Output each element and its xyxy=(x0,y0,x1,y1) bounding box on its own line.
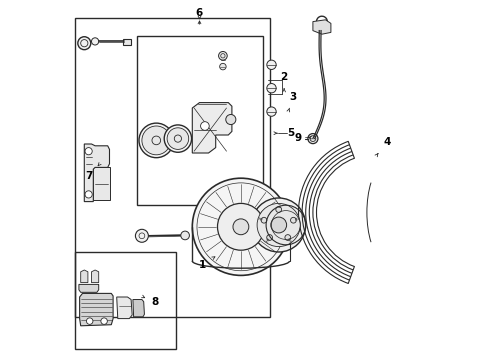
Polygon shape xyxy=(312,20,330,34)
Polygon shape xyxy=(80,293,113,326)
Circle shape xyxy=(266,235,272,240)
Bar xyxy=(75,18,269,317)
Circle shape xyxy=(139,123,173,158)
Circle shape xyxy=(167,128,188,149)
Circle shape xyxy=(266,84,276,93)
Bar xyxy=(122,39,130,45)
Text: 6: 6 xyxy=(196,8,203,18)
Polygon shape xyxy=(79,284,99,292)
Circle shape xyxy=(266,107,276,116)
Text: 4: 4 xyxy=(382,137,389,147)
Circle shape xyxy=(261,217,266,223)
Text: 9: 9 xyxy=(294,132,301,143)
Circle shape xyxy=(257,203,300,247)
Circle shape xyxy=(285,235,290,240)
Circle shape xyxy=(307,134,317,144)
Circle shape xyxy=(232,219,248,235)
Polygon shape xyxy=(84,144,109,202)
Circle shape xyxy=(85,191,92,198)
Circle shape xyxy=(181,231,189,240)
Polygon shape xyxy=(192,103,231,153)
Text: 5: 5 xyxy=(287,128,294,138)
Polygon shape xyxy=(81,270,88,283)
Circle shape xyxy=(251,198,305,252)
Circle shape xyxy=(164,125,191,152)
Polygon shape xyxy=(91,270,99,283)
Polygon shape xyxy=(117,297,132,319)
Circle shape xyxy=(218,51,227,60)
Text: 2: 2 xyxy=(280,72,287,82)
Circle shape xyxy=(85,148,92,155)
Circle shape xyxy=(219,63,225,70)
Bar xyxy=(75,252,176,349)
Circle shape xyxy=(86,318,93,324)
Polygon shape xyxy=(133,300,144,317)
Text: 3: 3 xyxy=(289,92,296,102)
Bar xyxy=(136,36,262,205)
Bar xyxy=(93,167,109,200)
Text: 1: 1 xyxy=(198,260,205,270)
Circle shape xyxy=(225,114,235,125)
Circle shape xyxy=(200,122,209,130)
Circle shape xyxy=(192,178,289,275)
Circle shape xyxy=(135,229,148,242)
Circle shape xyxy=(275,207,281,212)
Text: 7: 7 xyxy=(85,171,93,181)
Circle shape xyxy=(78,37,91,50)
Circle shape xyxy=(290,217,296,223)
Circle shape xyxy=(270,217,286,233)
Circle shape xyxy=(217,203,264,250)
Text: 8: 8 xyxy=(151,297,158,307)
Circle shape xyxy=(91,38,99,45)
Circle shape xyxy=(266,60,276,69)
Circle shape xyxy=(101,318,107,324)
Circle shape xyxy=(142,126,170,155)
